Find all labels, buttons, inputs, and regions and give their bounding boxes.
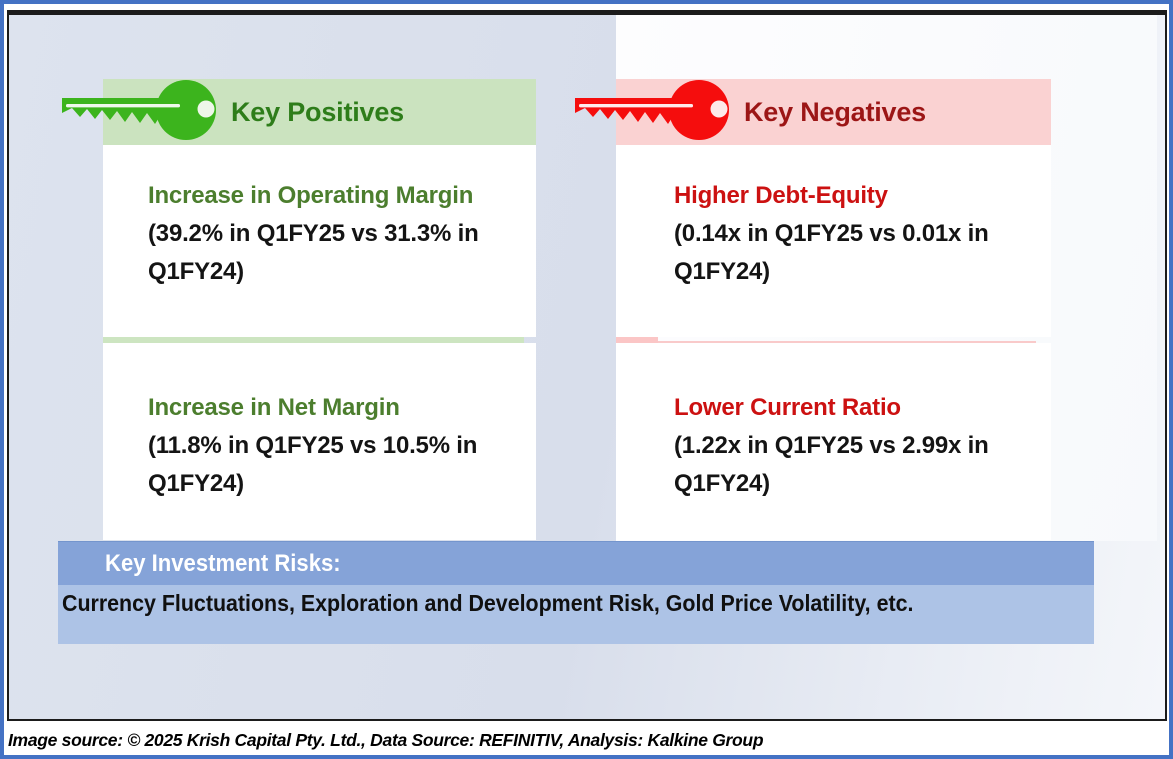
content-panel: Key Positives Increase in Operating Marg… (7, 10, 1167, 721)
separator-segment (616, 337, 658, 343)
key-negatives-title: Key Negatives (744, 96, 926, 127)
positive-item-detail: (39.2% in Q1FY25 vs 31.3% in Q1FY24) (148, 220, 479, 285)
negative-item-detail: (0.14x in Q1FY25 vs 0.01x in Q1FY24) (674, 220, 989, 285)
key-investment-risks-banner: Key Investment Risks: Currency Fluctuati… (58, 541, 1094, 644)
key-negatives-section: Key Negatives Higher Debt-Equity (0.14x … (575, 79, 1051, 540)
risks-label-row: Key Investment Risks: (58, 541, 1094, 585)
key-icon (575, 80, 729, 140)
footer-credit: Image source: © 2025 Krish Capital Pty. … (4, 725, 1169, 755)
negative-item-card: Higher Debt-Equity (0.14x in Q1FY25 vs 0… (616, 145, 1051, 337)
positive-item-detail: (11.8% in Q1FY25 vs 10.5% in Q1FY24) (148, 432, 478, 497)
key-positives-title: Key Positives (231, 96, 404, 127)
negative-item-title: Higher Debt-Equity (674, 182, 888, 209)
key-positives-header: Key Positives (62, 79, 536, 145)
key-negatives-header: Key Negatives (575, 79, 1051, 145)
footer-credit-text: Image source: © 2025 Krish Capital Pty. … (8, 729, 764, 750)
key-icon (62, 80, 216, 140)
separator-line (616, 341, 1036, 343)
negative-item-detail: (1.22x in Q1FY25 vs 2.99x in Q1FY24) (674, 432, 989, 497)
positive-item-title: Increase in Net Margin (148, 394, 400, 421)
risks-text: Currency Fluctuations, Exploration and D… (62, 590, 914, 616)
negatives-separator (616, 337, 1036, 343)
negative-item-card: Lower Current Ratio (1.22x in Q1FY25 vs … (616, 343, 1051, 540)
positive-item-card: Increase in Net Margin (11.8% in Q1FY25 … (103, 343, 536, 540)
key-positives-section: Key Positives Increase in Operating Marg… (62, 79, 536, 540)
negative-item-title: Lower Current Ratio (674, 394, 901, 421)
risks-label: Key Investment Risks: (105, 549, 341, 577)
positive-item-title: Increase in Operating Margin (148, 182, 474, 209)
positive-item-card: Increase in Operating Margin (39.2% in Q… (103, 145, 536, 337)
risks-text-row: Currency Fluctuations, Exploration and D… (58, 585, 1094, 644)
positives-separator (103, 337, 524, 343)
